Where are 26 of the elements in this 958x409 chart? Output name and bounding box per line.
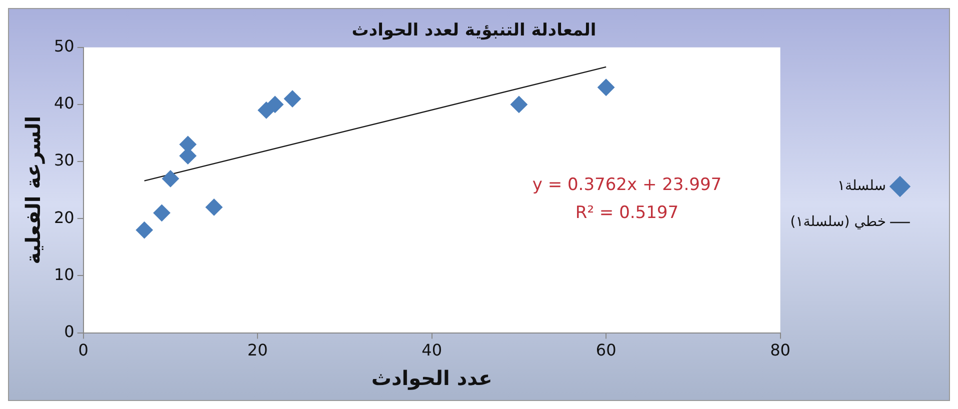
point: [206, 198, 223, 216]
x-axis-title: عدد الحوادث: [371, 366, 492, 390]
point: [510, 96, 528, 113]
x-tick-label: 80: [770, 340, 790, 360]
legend-label: سلسلة١: [837, 178, 886, 194]
y-tick-label: 50: [54, 36, 74, 56]
x-tick-label: 60: [596, 340, 616, 360]
y-tick-label: 0: [64, 322, 74, 341]
point: [266, 96, 284, 113]
point: [162, 170, 179, 188]
x-tick-label: 20: [247, 340, 268, 360]
point: [136, 222, 153, 239]
y-axis-title: السرعة الفعلية: [21, 116, 46, 264]
point: [598, 78, 615, 96]
annotation: R² = 0.5197: [575, 203, 679, 224]
legend-label: خطي (سلسلة١): [790, 214, 886, 230]
y-tick-label: 30: [54, 150, 74, 170]
y-tick-label: 10: [54, 264, 74, 284]
y-tick-label: 40: [54, 94, 74, 113]
chart-title: المعادلة التنبؤية لعدد الحوادث: [352, 20, 596, 41]
x-tick-label: 40: [422, 340, 442, 360]
annotation: y = 0.3762x + 23.997: [532, 175, 722, 196]
y-tick-label: 20: [54, 208, 74, 227]
point: [153, 204, 170, 222]
point: [284, 90, 301, 108]
x-tick-label: 0: [78, 340, 88, 360]
